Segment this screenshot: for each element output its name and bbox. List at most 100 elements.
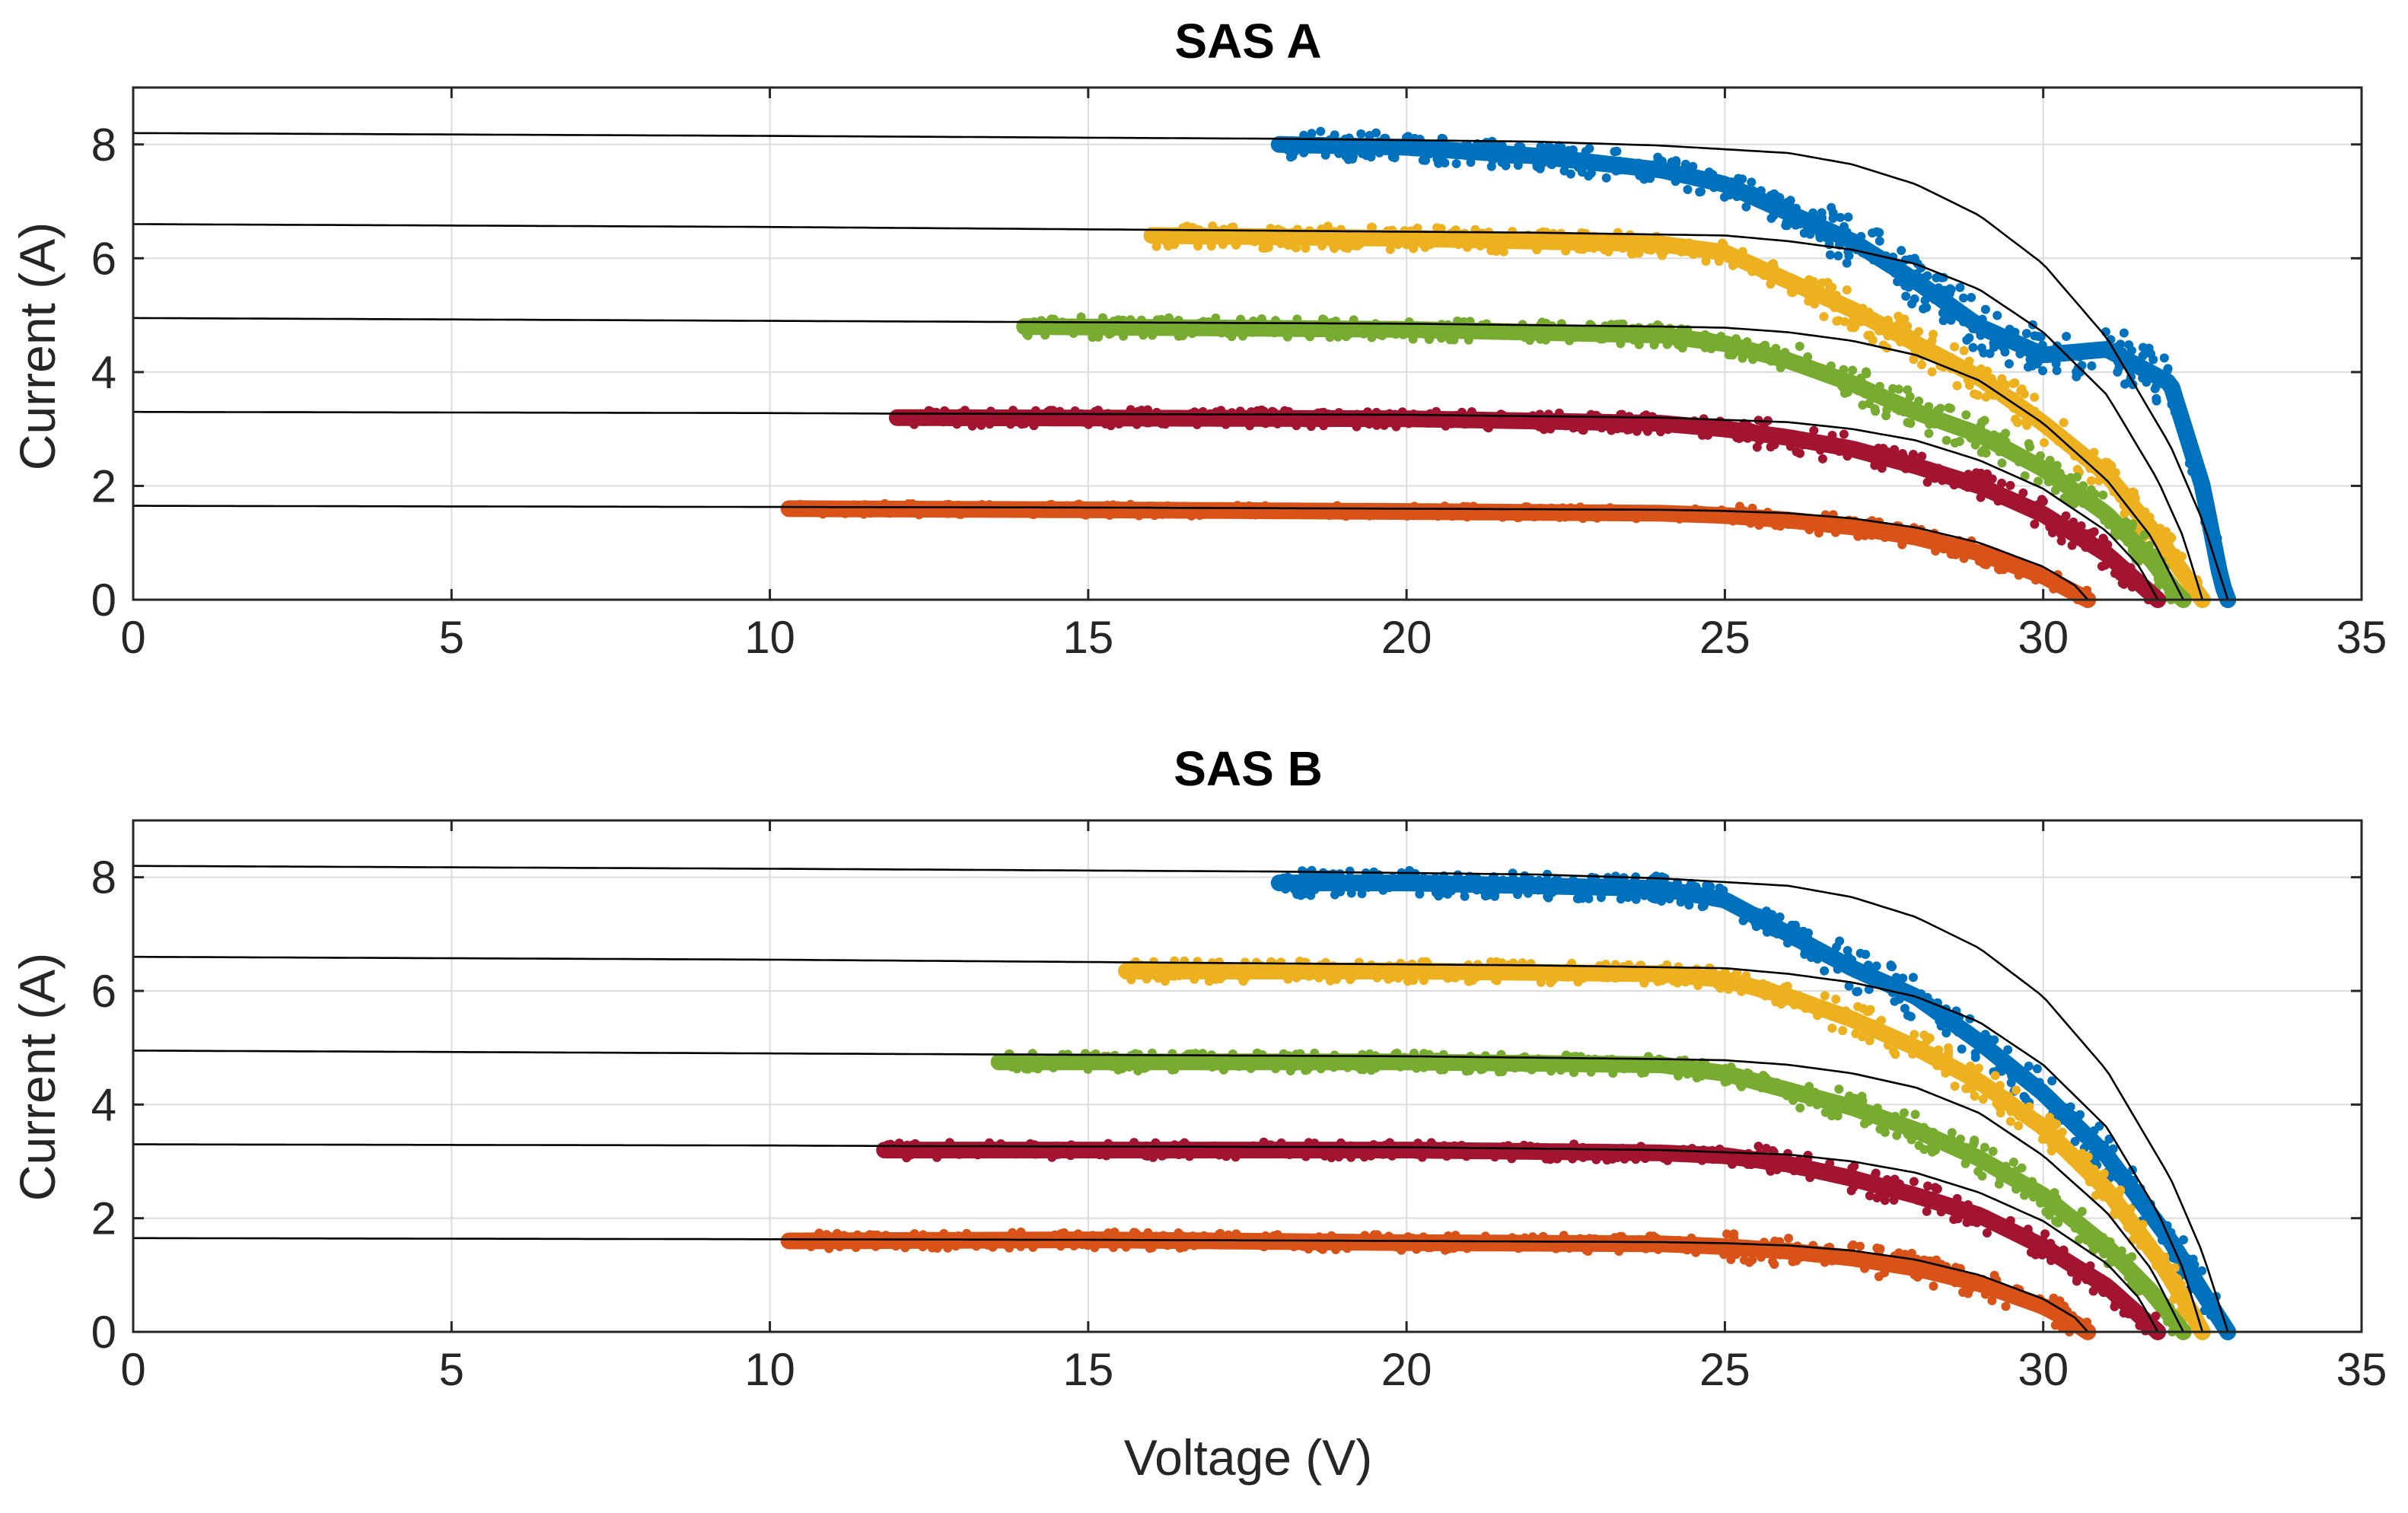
- data-point: [1941, 435, 1951, 445]
- data-point: [2170, 1263, 2180, 1273]
- data-point: [1841, 298, 1851, 307]
- data-point: [2069, 518, 2078, 527]
- data-point: [1303, 1144, 1312, 1154]
- data-point: [1547, 887, 1557, 897]
- data-point: [2039, 1084, 2049, 1094]
- panel-a-fit-curves: [132, 132, 2229, 600]
- data-point: [1639, 890, 1649, 900]
- data-point: [1602, 1155, 1612, 1165]
- data-point: [1030, 1149, 1040, 1159]
- data-point: [1805, 1173, 1815, 1183]
- data-point: [1360, 1231, 1370, 1241]
- data-point: [1688, 250, 1698, 260]
- data-point: [1520, 1233, 1530, 1243]
- data-point: [1585, 320, 1595, 330]
- data-point: [1483, 423, 1493, 433]
- data-point: [1050, 1231, 1060, 1241]
- data-point: [1227, 332, 1237, 342]
- data-point: [1660, 167, 1670, 177]
- data-point: [1634, 339, 1644, 349]
- data-point: [1201, 1061, 1211, 1071]
- data-point: [1742, 1068, 1752, 1078]
- data-point: [1163, 1241, 1173, 1250]
- data-point: [2077, 1206, 2087, 1216]
- data-point: [1397, 142, 1407, 152]
- data-point: [1983, 366, 1992, 376]
- data-point: [1779, 989, 1788, 999]
- data-point: [1898, 1264, 1908, 1274]
- data-point: [1970, 1053, 1980, 1062]
- data-point: [1922, 1206, 1932, 1216]
- data-point: [1699, 1145, 1709, 1155]
- data-point: [1812, 1008, 1822, 1018]
- data-point: [960, 416, 970, 425]
- data-point: [1318, 317, 1328, 327]
- data-point: [1128, 960, 1138, 969]
- data-point: [2129, 1304, 2139, 1314]
- data-point: [2034, 1078, 2044, 1088]
- data-point: [2037, 1250, 2047, 1260]
- data-point: [1272, 419, 1282, 428]
- data-point: [1029, 421, 1039, 431]
- data-point: [1436, 333, 1446, 343]
- data-point: [1336, 325, 1346, 334]
- data-point: [1919, 1123, 1929, 1132]
- data-point: [876, 507, 886, 517]
- data-point: [1587, 872, 1597, 882]
- panel-b-ticks: 0 5 10 15 20 25 30 35 0 2 4 6 8: [91, 820, 2387, 1395]
- data-point: [1356, 129, 1366, 139]
- data-point: [1930, 295, 1940, 304]
- data-point: [2095, 1244, 2105, 1253]
- data-point: [1512, 330, 1521, 340]
- data-point: [1897, 246, 1906, 256]
- data-point: [1769, 259, 1779, 269]
- data-point: [1387, 141, 1397, 151]
- data-point: [853, 501, 863, 511]
- data-point: [2004, 359, 2014, 368]
- data-point: [1563, 963, 1573, 973]
- data-point: [1844, 251, 1854, 261]
- data-point: [1536, 977, 1546, 987]
- data-point: [1212, 326, 1222, 336]
- data-point: [1918, 1131, 1928, 1141]
- data-point: [1986, 1036, 1996, 1046]
- data-point: [1221, 419, 1231, 429]
- data-point: [1986, 437, 1996, 447]
- data-point: [1760, 340, 1770, 350]
- data-point: [1385, 1138, 1395, 1148]
- data-point: [2021, 1110, 2031, 1120]
- data-point: [1676, 332, 1686, 342]
- data-point: [1437, 139, 1447, 149]
- data-point: [1217, 972, 1227, 982]
- data-point: [1771, 343, 1781, 353]
- data-point: [1716, 332, 1726, 341]
- data-point: [2116, 339, 2126, 349]
- data-point: [1883, 1040, 1893, 1050]
- data-point: [1639, 978, 1649, 988]
- data-point: [2078, 498, 2088, 508]
- data-point: [2098, 490, 2108, 500]
- data-point: [1763, 913, 1773, 923]
- data-point: [2199, 1306, 2209, 1315]
- data-point: [2091, 498, 2101, 508]
- data-point: [1559, 1231, 1569, 1241]
- data-point: [1440, 233, 1450, 243]
- data-point: [1640, 1068, 1649, 1078]
- data-point: [1870, 1171, 1880, 1180]
- data-point: [1842, 258, 1852, 268]
- data-point: [2062, 583, 2072, 593]
- data-point: [1983, 1280, 1993, 1290]
- data-point: [2123, 578, 2133, 588]
- data-point: [1594, 510, 1604, 520]
- data-point: [2188, 1311, 2198, 1320]
- data-point: [1753, 1142, 1763, 1151]
- data-point: [909, 1229, 919, 1238]
- data-point: [1425, 1050, 1435, 1059]
- data-point: [1828, 213, 1838, 223]
- data-point: [2014, 1121, 2024, 1131]
- data-point: [1900, 314, 1910, 324]
- data-point: [1602, 973, 1612, 983]
- data-point: [1077, 1240, 1087, 1250]
- data-point: [1187, 1149, 1197, 1159]
- data-point: [1512, 419, 1522, 429]
